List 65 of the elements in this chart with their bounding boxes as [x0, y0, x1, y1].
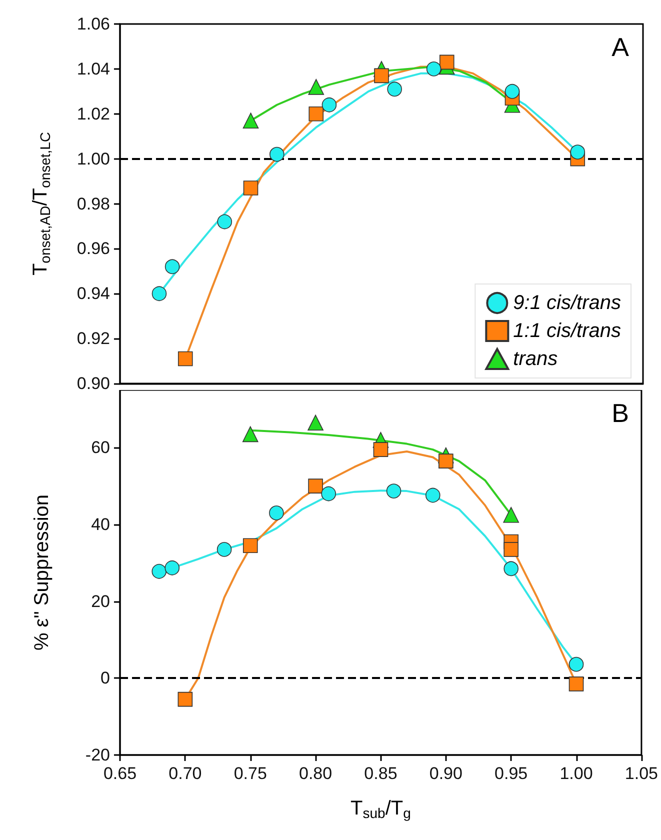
point [503, 506, 519, 523]
annotation: A [612, 32, 630, 62]
point [568, 656, 584, 672]
point [308, 478, 323, 494]
y-tick-label: 0.90 [76, 374, 110, 393]
point [439, 54, 454, 70]
point [387, 82, 402, 97]
x-tick-label: 1.05 [624, 764, 658, 783]
y-tick-label: 60 [91, 438, 110, 458]
point [425, 488, 440, 503]
legend-label: 1:1 cis/trans [513, 320, 622, 342]
point [322, 97, 337, 112]
point [270, 146, 284, 162]
point [308, 79, 324, 95]
point [386, 484, 402, 498]
y-tick-label: 0 [100, 668, 110, 688]
point [570, 144, 586, 160]
y-tick-label: 0.92 [76, 329, 110, 348]
y-tick-label: -20 [85, 746, 110, 764]
x-tick-label: 0.85 [364, 764, 398, 783]
point [243, 180, 258, 196]
point [269, 506, 284, 520]
x-tick-label: 0.70 [168, 764, 202, 783]
x-tick-label: 0.80 [299, 764, 332, 783]
point [308, 414, 324, 431]
x-tick-label: 1.00 [560, 764, 593, 783]
y-tick-label: 0.94 [76, 284, 110, 304]
y-axis-title: Tonset,AD/Tonset,LC [30, 132, 53, 276]
point [242, 538, 258, 554]
legend-label: 9:1 cis/trans [513, 292, 622, 314]
y-tick-label: 20 [91, 592, 110, 611]
point [374, 68, 389, 84]
y-axis-title: % ε" Suppression [31, 494, 53, 651]
point [216, 542, 232, 557]
point [217, 214, 232, 230]
annotation: B [612, 398, 629, 428]
point [178, 692, 193, 707]
point [568, 676, 584, 692]
point [321, 486, 336, 502]
point [164, 560, 180, 576]
point [438, 454, 454, 468]
x-tick-label: 0.90 [429, 764, 462, 783]
point [152, 286, 167, 302]
y-tick-label: 1.06 [76, 14, 110, 34]
point [504, 542, 518, 557]
point [242, 112, 259, 129]
y-tick-label: 0.98 [76, 194, 110, 214]
point [178, 351, 193, 366]
point [504, 561, 518, 576]
point [242, 426, 258, 442]
x-tick-label: 0.65 [103, 764, 137, 783]
x-tick-label: 0.75 [234, 764, 267, 783]
y-tick-label: 0.96 [76, 239, 110, 258]
y-tick-label: 1.00 [76, 149, 110, 168]
point [373, 442, 388, 457]
point [152, 564, 167, 579]
y-tick-label: 1.04 [76, 59, 110, 78]
point [504, 84, 520, 99]
y-tick-label: 1.02 [76, 104, 110, 124]
point [164, 259, 180, 274]
y-tick-label: 40 [91, 514, 110, 534]
legend-label: trans [513, 348, 558, 370]
point [308, 106, 324, 122]
point [426, 62, 442, 76]
x-tick-label: 0.95 [494, 764, 528, 783]
